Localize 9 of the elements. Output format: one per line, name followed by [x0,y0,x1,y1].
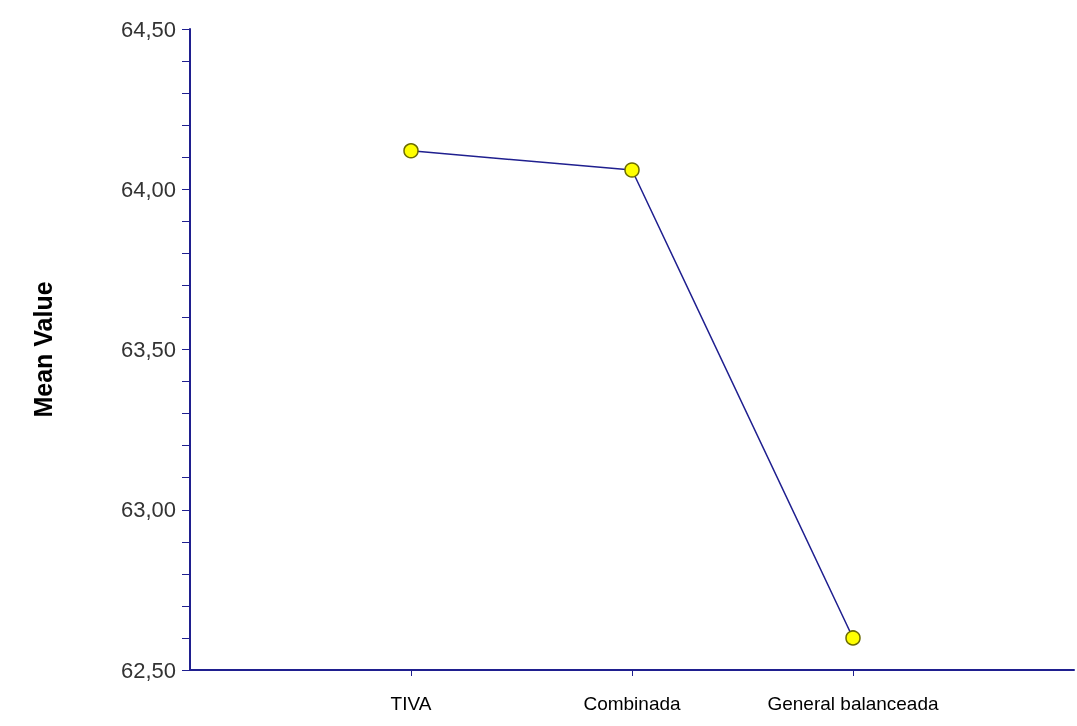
y-axis-title: Mean Value [28,281,57,418]
x-tick-label: General balanceada [767,693,939,714]
x-tick-label: TIVA [390,693,432,714]
y-tick-label: 63,00 [120,497,176,523]
y-tick-label: 63,50 [120,337,176,362]
y-tick-label: 62,50 [120,657,176,683]
y-tick-label: 64,00 [120,176,176,202]
y-tick-label: 64,50 [120,16,176,42]
x-tick-label: Combinada [583,693,682,714]
